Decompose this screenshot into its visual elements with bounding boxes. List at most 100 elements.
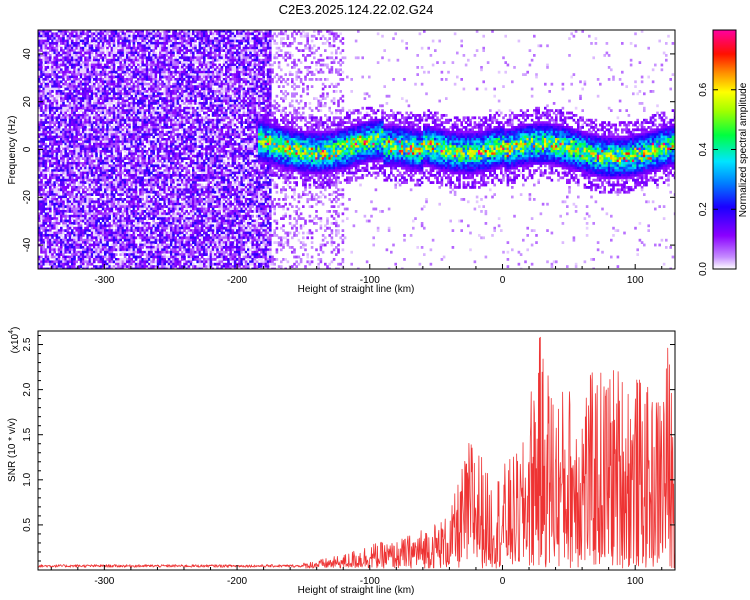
heatmap-cell bbox=[53, 174, 56, 177]
heatmap-cell bbox=[40, 212, 43, 216]
heatmap-cell bbox=[130, 145, 133, 148]
heatmap-cell bbox=[154, 58, 158, 62]
heatmap-cell bbox=[132, 195, 136, 199]
heatmap-cell bbox=[55, 128, 59, 132]
heatmap-cell bbox=[42, 54, 45, 57]
heatmap-cell bbox=[66, 267, 70, 269]
heatmap-cell bbox=[154, 116, 158, 120]
heatmap-cell bbox=[152, 87, 155, 91]
heatmap-cell bbox=[112, 157, 116, 160]
heatmap-cell bbox=[77, 80, 81, 84]
heatmap-cell bbox=[101, 46, 105, 50]
heatmap-cell bbox=[79, 58, 83, 62]
heatmap-cell bbox=[57, 128, 61, 132]
heatmap-cell bbox=[110, 154, 114, 158]
heatmap-cell bbox=[86, 104, 89, 108]
heatmap-cell bbox=[137, 236, 140, 240]
heatmap-cell bbox=[132, 123, 136, 127]
heatmap-cell bbox=[60, 198, 63, 201]
heatmap-cell bbox=[134, 171, 138, 175]
heatmap-cell bbox=[88, 150, 92, 153]
heatmap-cell bbox=[40, 63, 43, 67]
heatmap-cell bbox=[38, 217, 41, 220]
heatmap-cell bbox=[117, 200, 120, 204]
heatmap-cell bbox=[55, 78, 59, 81]
heatmap-cell bbox=[121, 236, 125, 240]
heatmap-cell bbox=[97, 224, 100, 228]
heatmap-cell bbox=[84, 111, 87, 115]
heatmap-cell bbox=[154, 121, 158, 124]
heatmap-cell bbox=[40, 171, 43, 175]
heatmap-cell bbox=[49, 171, 52, 175]
heatmap-cell bbox=[71, 159, 74, 163]
heatmap-cell bbox=[141, 54, 144, 57]
heatmap-cell bbox=[84, 133, 87, 136]
heatmap-cell bbox=[49, 190, 52, 194]
heatmap-cell bbox=[95, 39, 98, 43]
heatmap-cell bbox=[75, 51, 78, 55]
heatmap-cell bbox=[159, 140, 162, 144]
heatmap-cell bbox=[84, 205, 87, 208]
heatmap-cell bbox=[66, 51, 70, 55]
heatmap-cell bbox=[86, 133, 89, 136]
heatmap-cell bbox=[132, 164, 136, 168]
heatmap-cell bbox=[150, 73, 153, 76]
heatmap-cell bbox=[152, 231, 155, 235]
heatmap-cell bbox=[71, 229, 74, 232]
heatmap-cell bbox=[112, 80, 116, 84]
heatmap-cell bbox=[121, 157, 125, 160]
heatmap-cell bbox=[75, 130, 78, 134]
heatmap-cell bbox=[71, 250, 74, 254]
heatmap-cell bbox=[51, 130, 54, 134]
heatmap-cell bbox=[57, 66, 61, 69]
heatmap-cell bbox=[130, 118, 133, 122]
heatmap-cell bbox=[42, 85, 45, 88]
heatmap-cell bbox=[123, 121, 127, 124]
heatmap-cell bbox=[97, 267, 100, 269]
heatmap-cell bbox=[62, 219, 65, 223]
heatmap-cell bbox=[141, 246, 144, 249]
heatmap-cell bbox=[57, 138, 61, 141]
heatmap-cell bbox=[101, 94, 105, 98]
heatmap-cell bbox=[148, 159, 151, 163]
heatmap-cell bbox=[49, 32, 52, 36]
heatmap-cell bbox=[128, 51, 131, 55]
heatmap-cell bbox=[117, 140, 120, 144]
heatmap-cell bbox=[71, 265, 74, 268]
heatmap-cell bbox=[130, 90, 133, 93]
heatmap-cell bbox=[90, 231, 94, 235]
heatmap-cell bbox=[123, 226, 127, 230]
heatmap-cell bbox=[84, 150, 87, 153]
heatmap-cell bbox=[101, 255, 105, 259]
heatmap-cell bbox=[51, 126, 54, 129]
heatmap-cell bbox=[119, 219, 122, 223]
heatmap-cell bbox=[145, 222, 149, 225]
heatmap-cell bbox=[126, 118, 129, 122]
heatmap-cell bbox=[99, 198, 103, 201]
heatmap-cell bbox=[106, 265, 109, 268]
heatmap-cell bbox=[42, 73, 45, 76]
heatmap-cell bbox=[90, 87, 94, 91]
heatmap-cell bbox=[79, 66, 83, 69]
heatmap-cell bbox=[44, 229, 48, 232]
heatmap-cell bbox=[88, 262, 92, 266]
heatmap-cell bbox=[66, 241, 70, 244]
heatmap-cell bbox=[119, 80, 122, 84]
heatmap-cell bbox=[64, 142, 67, 146]
heatmap-cell bbox=[79, 121, 83, 124]
heatmap-cell bbox=[143, 188, 147, 192]
heatmap-cell bbox=[44, 114, 48, 117]
heatmap-cell bbox=[104, 174, 107, 177]
heatmap-cell bbox=[57, 82, 61, 86]
heatmap-cell bbox=[115, 198, 118, 201]
heatmap-cell bbox=[119, 176, 122, 180]
heatmap-cell bbox=[119, 152, 122, 156]
heatmap-cell bbox=[148, 190, 151, 194]
heatmap-cell bbox=[128, 34, 131, 38]
heatmap-cell bbox=[82, 135, 85, 139]
heatmap-cell bbox=[130, 186, 133, 189]
heatmap-cell bbox=[139, 193, 142, 196]
heatmap-cell bbox=[132, 205, 136, 208]
heatmap-cell bbox=[75, 73, 78, 76]
heatmap-cell bbox=[132, 49, 136, 52]
